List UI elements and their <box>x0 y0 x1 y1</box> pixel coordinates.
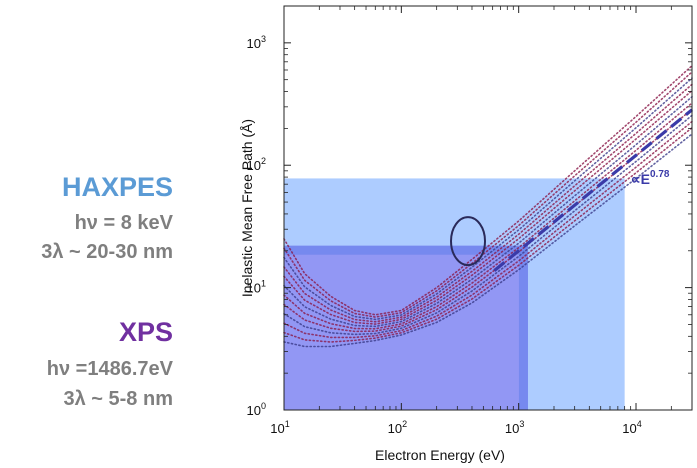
imfp-curve <box>283 102 693 330</box>
plot-frame <box>283 5 693 411</box>
x-tick-label: 102 <box>388 419 407 436</box>
imfp-curve <box>283 77 693 321</box>
imfp-curve <box>283 133 693 348</box>
y-axis-label: Inelastic Mean Free Path (Å) <box>239 119 255 297</box>
annotation-label: ∝E0.78 <box>631 169 670 187</box>
x-tick-label: 101 <box>270 419 289 436</box>
x-axis-label: Electron Energy (eV) <box>375 447 505 463</box>
power-law-fit-line <box>493 108 694 272</box>
imfp-curve <box>283 64 693 316</box>
imfp-curve <box>283 89 693 325</box>
imfp-curve <box>283 127 693 343</box>
y-tick-label: 103 <box>247 34 266 51</box>
imfp-curve <box>283 83 693 323</box>
imfp-curve <box>283 96 693 328</box>
xps-region-top-band <box>284 245 528 255</box>
haxpes-title: HAXPES <box>61 172 173 202</box>
x-tick-label: 103 <box>505 419 524 436</box>
haxpes-photon-energy: hν = 8 keV <box>74 212 173 234</box>
y-tick-label: 101 <box>247 279 266 296</box>
y-tick-label: 100 <box>247 401 266 418</box>
xps-region-right-band <box>518 245 528 410</box>
xps-title: XPS <box>118 317 173 347</box>
imfp-curve <box>283 120 693 339</box>
haxpes-probing-depth: 3λ ~ 20-30 nm <box>41 241 173 263</box>
x-tick-label: 104 <box>622 419 641 436</box>
xps-probing-depth: 3λ ~ 5-8 nm <box>63 388 173 410</box>
highlight-circle <box>450 216 487 267</box>
imfp-curve <box>283 71 693 318</box>
y-tick-label: 102 <box>247 156 266 173</box>
xps-photon-energy: hν =1486.7eV <box>46 358 173 380</box>
imfp-curve <box>283 114 693 336</box>
